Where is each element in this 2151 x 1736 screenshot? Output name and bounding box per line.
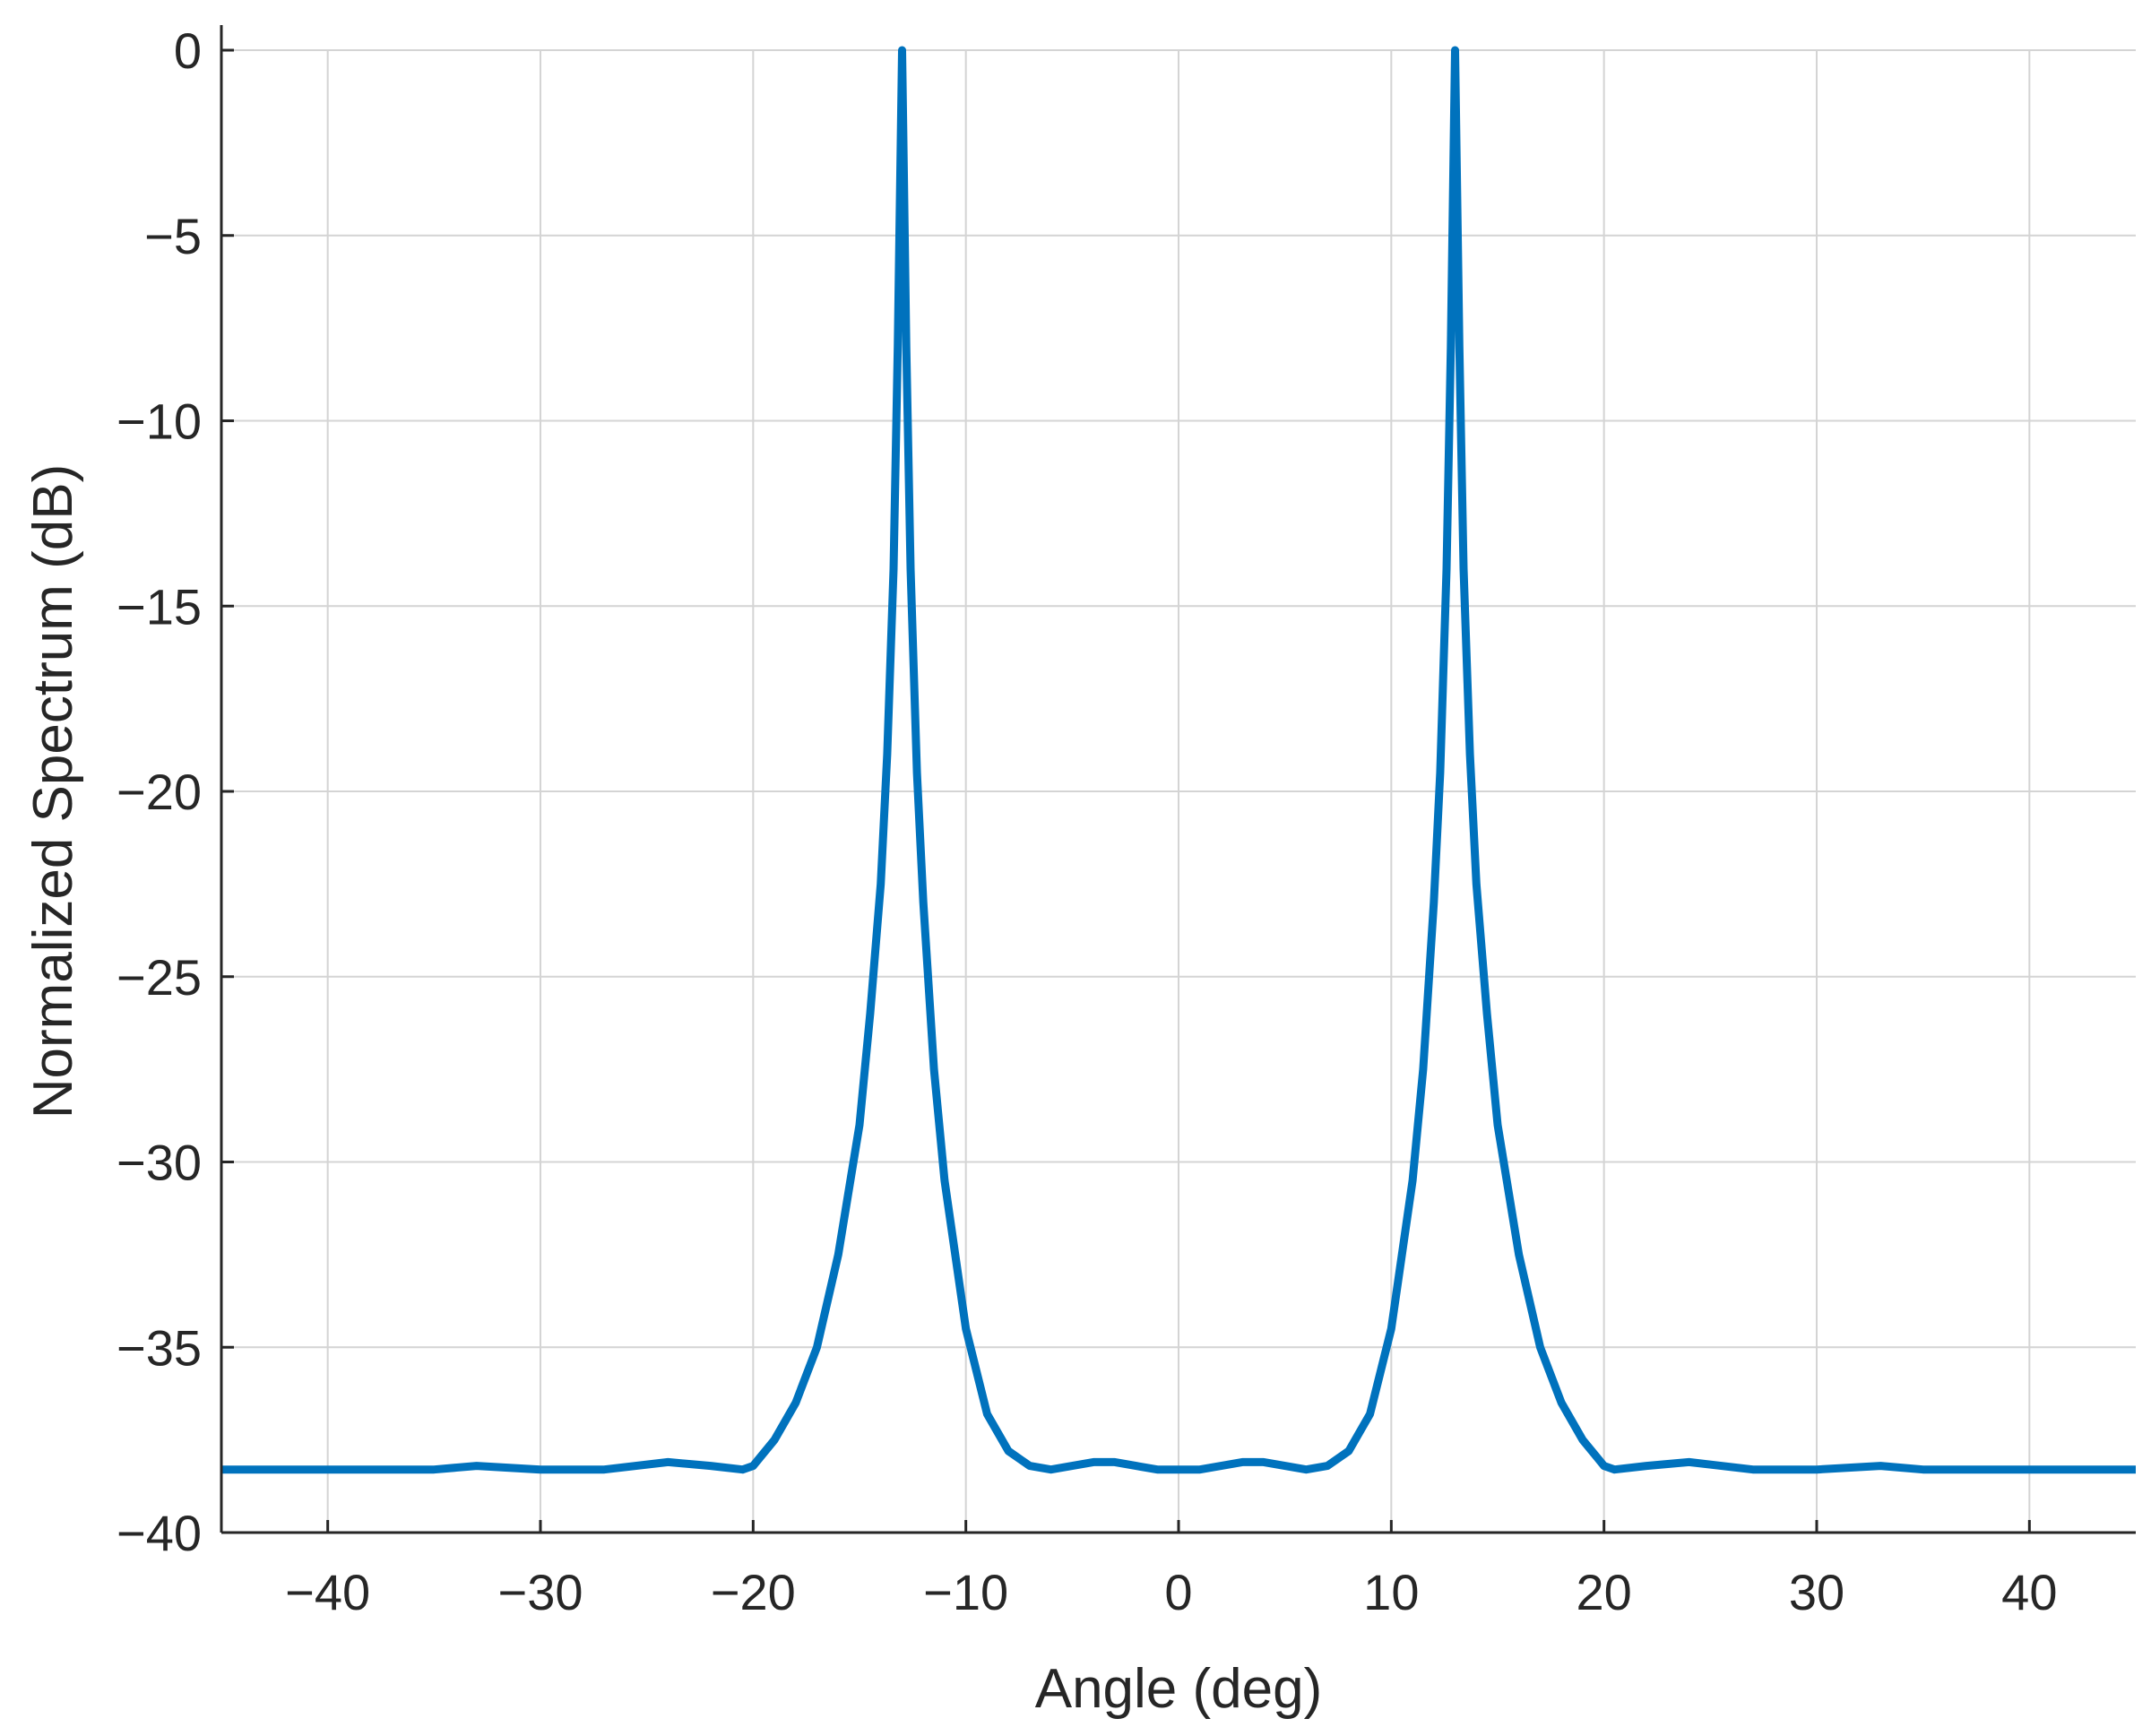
x-tick-label-7: 30 <box>1789 1564 1844 1620</box>
x-tick-label-6: 20 <box>1577 1564 1632 1620</box>
y-axis-label: Normalized Spectrum (dB) <box>22 464 84 1118</box>
grid-lines <box>221 49 2136 1533</box>
x-tick-label-8: 40 <box>2001 1564 2057 1620</box>
x-axis-ticks: −40 −30 −20 −10 0 10 20 30 40 <box>285 1520 2057 1620</box>
y-tick-label-1: −5 <box>144 208 202 264</box>
x-tick-label-2: −20 <box>711 1564 796 1620</box>
y-tick-label-6: −30 <box>117 1135 202 1191</box>
x-tick-label-1: −30 <box>498 1564 583 1620</box>
y-tick-label-0: 0 <box>174 22 202 79</box>
y-tick-label-7: −35 <box>117 1319 202 1376</box>
y-tick-label-3: −15 <box>117 578 202 635</box>
y-tick-label-4: −20 <box>117 764 202 820</box>
series-layer <box>221 46 2136 1474</box>
x-tick-label-4: 0 <box>1164 1564 1192 1620</box>
y-tick-label-5: −25 <box>117 949 202 1006</box>
y-axis-ticks: 0 −5 −10 −15 −20 −25 −30 −35 −40 <box>117 22 234 1561</box>
x-tick-label-5: 10 <box>1363 1564 1419 1620</box>
series-line-0 <box>221 46 2136 1474</box>
x-tick-label-3: −10 <box>923 1564 1008 1620</box>
x-tick-label-0: −40 <box>285 1564 370 1620</box>
y-tick-label-8: −40 <box>117 1505 202 1561</box>
y-tick-label-2: −10 <box>117 393 202 450</box>
x-axis-label: Angle (deg) <box>1035 1658 1323 1720</box>
